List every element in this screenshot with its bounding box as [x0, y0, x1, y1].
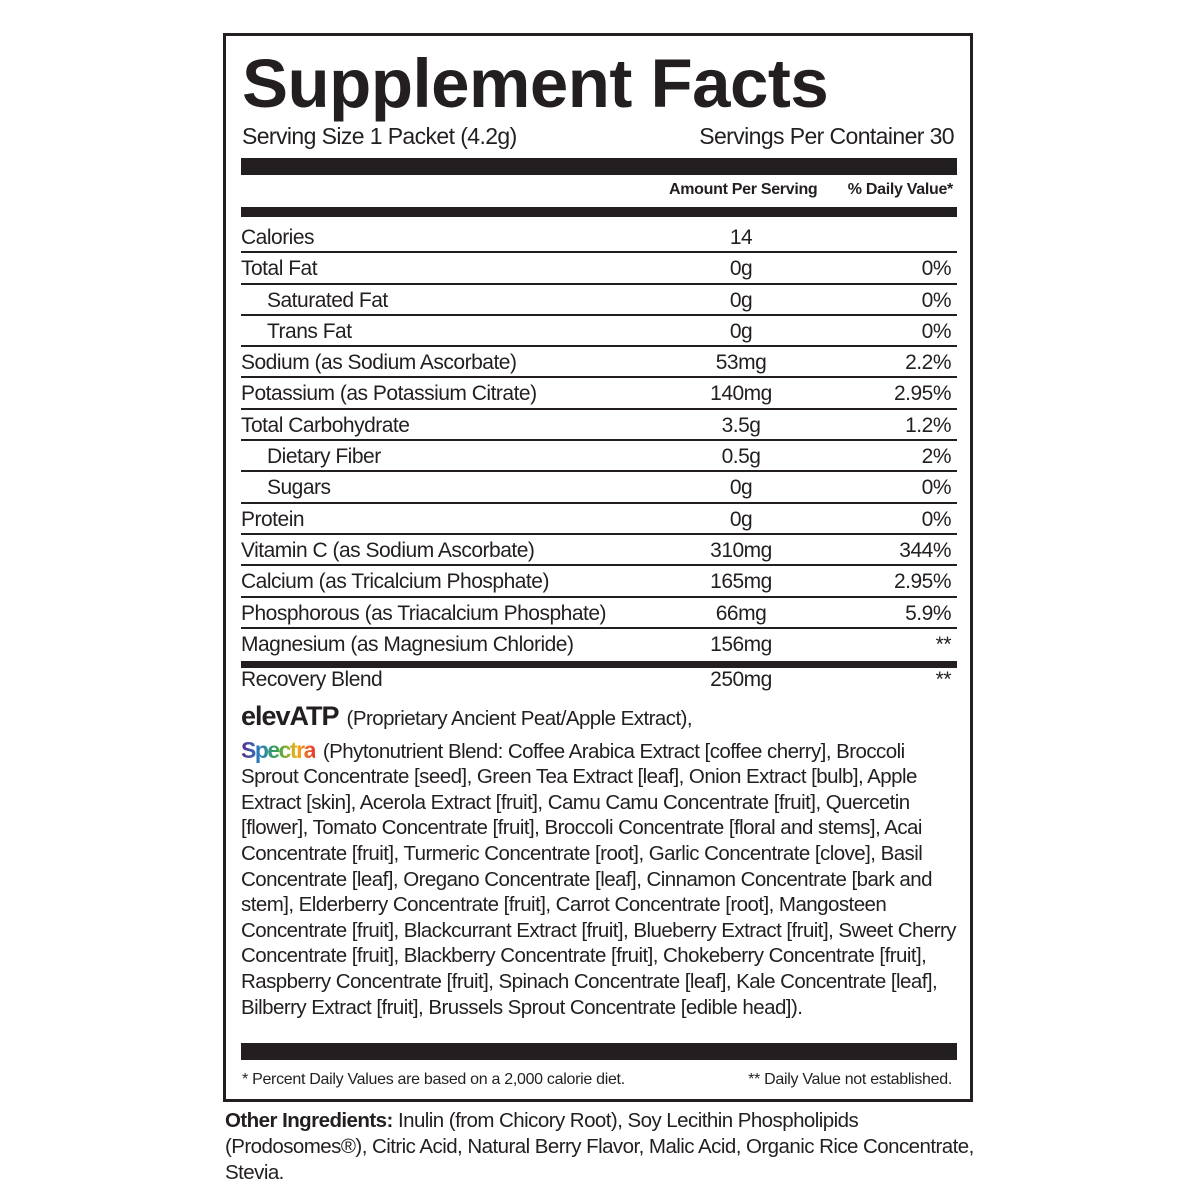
nutrient-amount: 53mg	[715, 351, 767, 375]
nutrient-dv: 0%	[921, 476, 952, 500]
other-ingredients-text: Inulin (from Chicory Root), Soy Lecithin…	[225, 1109, 974, 1184]
elevatp-logo: elevATP	[241, 701, 340, 731]
amount-header: Amount Per Serving	[669, 181, 818, 198]
nutrient-dv: 0%	[921, 507, 952, 531]
nutrient-row: Dietary Fiber 0.5g 2%	[241, 441, 957, 473]
nutrient-dv: 344%	[899, 538, 951, 562]
nutrient-dv: 0%	[921, 288, 952, 312]
supplement-facts-panel: Supplement Facts Serving Size 1 Packet (…	[223, 33, 973, 1102]
nutrient-dv: 2.95%	[893, 382, 952, 406]
blend-text-2: (Phytonutrient Blend: Coffee Arabica Ext…	[241, 739, 957, 1019]
nutrient-dv: 2%	[921, 445, 952, 469]
nutrient-name: Sugars	[267, 476, 331, 500]
nutrient-amount: 0g	[729, 476, 753, 500]
nutrient-amount: 156mg	[710, 632, 772, 656]
nutrient-name: Total Carbohydrate	[241, 413, 410, 437]
nutrient-dv: 0%	[921, 257, 952, 281]
nutrient-name: Sodium (as Sodium Ascorbate)	[241, 351, 517, 375]
nutrient-row: Sugars 0g 0%	[241, 472, 957, 504]
panel-title: Supplement Facts	[242, 45, 829, 122]
column-header: Amount Per Serving % Daily Value*	[241, 181, 957, 203]
nutrient-row: Calories 14	[241, 222, 957, 254]
nutrient-name: Dietary Fiber	[267, 445, 381, 469]
serving-size: Serving Size 1 Packet (4.2g)	[242, 123, 517, 149]
recovery-blend-row: Recovery Blend 250mg **	[241, 668, 957, 698]
nutrient-dv: 5.9%	[905, 601, 951, 625]
nutrient-amount: 0.5g	[721, 445, 761, 469]
footnote-dv: * Percent Daily Values are based on a 2,…	[242, 1071, 625, 1088]
spectra-logo: Spectra	[241, 736, 316, 763]
other-ingredients-label: Other Ingredients:	[225, 1109, 393, 1132]
blend-dv: **	[935, 668, 952, 691]
divider-thick	[241, 661, 957, 668]
nutrient-amount: 14	[729, 226, 753, 249]
nutrient-name: Calcium (as Tricalcium Phosphate)	[241, 570, 549, 594]
blend-ingredients: elevATP (Proprietary Ancient Peat/Apple E…	[241, 701, 961, 1020]
nutrient-row: Total Fat 0g 0%	[241, 253, 957, 285]
blend-amount: 250mg	[710, 668, 772, 691]
blend-text-1: (Proprietary Ancient Peat/Apple Extract)…	[346, 707, 693, 730]
nutrient-name: Total Fat	[241, 257, 318, 281]
nutrient-dv: **	[935, 632, 952, 656]
nutrient-name: Calories	[241, 226, 315, 249]
footnotes: * Percent Daily Values are based on a 2,…	[242, 1071, 952, 1089]
nutrient-name: Saturated Fat	[267, 288, 388, 312]
nutrient-amount: 165mg	[710, 570, 772, 594]
divider-thick	[241, 158, 957, 175]
nutrient-row: Magnesium (as Magnesium Chloride) 156mg **	[241, 629, 957, 658]
nutrient-row: Potassium (as Potassium Citrate) 140mg 2.9…	[241, 378, 957, 410]
nutrient-amount: 0g	[729, 507, 753, 531]
divider-thick	[241, 207, 957, 217]
nutrient-amount: 66mg	[715, 601, 767, 625]
nutrient-dv: 2.95%	[893, 570, 952, 594]
footnote-not-established: ** Daily Value not established.	[748, 1071, 952, 1088]
servings-per-container: Servings Per Container 30	[699, 123, 954, 149]
nutrient-name: Trans Fat	[267, 319, 352, 343]
nutrient-row: Saturated Fat 0g 0%	[241, 285, 957, 316]
nutrient-name: Magnesium (as Magnesium Chloride)	[241, 632, 574, 656]
nutrient-table: Calories 14 Total Fat 0g 0% Saturated Fat 0g 0%…	[241, 222, 957, 658]
nutrient-row: Calcium (as Tricalcium Phosphate) 165mg 2.…	[241, 566, 957, 598]
nutrient-amount: 310mg	[710, 538, 772, 562]
nutrient-row: Total Carbohydrate 3.5g 1.2%	[241, 410, 957, 442]
nutrient-row: Phosphorous (as Triacalcium Phosphate) 66…	[241, 598, 957, 629]
nutrient-row: Trans Fat 0g 0%	[241, 316, 957, 348]
nutrient-amount: 0g	[729, 257, 753, 281]
nutrient-amount: 0g	[729, 288, 753, 312]
nutrient-row: Protein 0g 0%	[241, 504, 957, 535]
nutrient-row: Vitamin C (as Sodium Ascorbate) 310mg 344%	[241, 535, 957, 567]
serving-info: Serving Size 1 Packet (4.2g) Servings Pe…	[242, 123, 955, 150]
other-ingredients: Other Ingredients: Inulin (from Chicory …	[225, 1108, 985, 1186]
nutrient-amount: 0g	[729, 319, 753, 343]
dv-header: % Daily Value*	[847, 181, 954, 198]
nutrient-amount: 3.5g	[721, 413, 761, 437]
nutrient-row: Sodium (as Sodium Ascorbate) 53mg 2.2%	[241, 347, 957, 379]
divider-thick	[241, 1043, 957, 1060]
nutrient-name: Vitamin C (as Sodium Ascorbate)	[241, 538, 535, 562]
nutrient-dv: 1.2%	[905, 413, 951, 437]
nutrient-amount: 140mg	[710, 382, 772, 406]
nutrient-dv: 2.2%	[905, 351, 951, 375]
blend-name: Recovery Blend	[241, 668, 383, 691]
nutrient-name: Protein	[241, 507, 305, 531]
nutrient-dv: 0%	[921, 319, 952, 343]
nutrient-name: Phosphorous (as Triacalcium Phosphate)	[241, 601, 607, 625]
nutrient-name: Potassium (as Potassium Citrate)	[241, 382, 537, 406]
